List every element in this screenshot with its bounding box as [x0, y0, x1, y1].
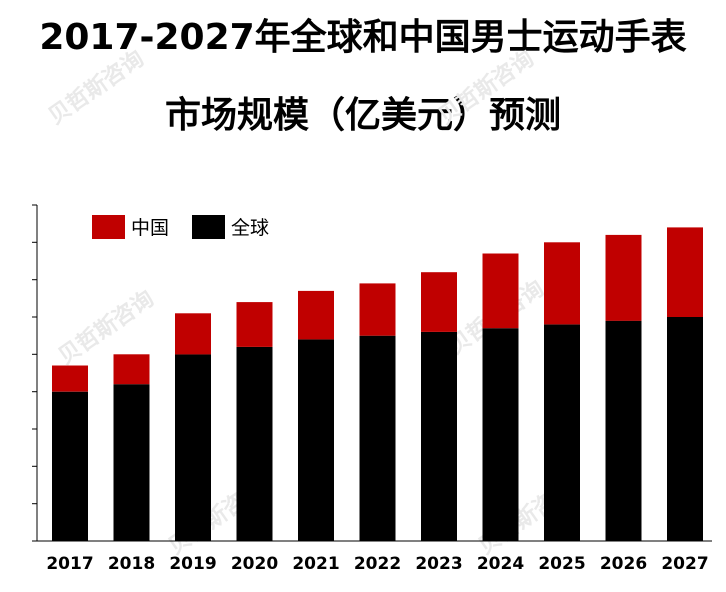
- bar-global-2022: [359, 335, 396, 541]
- x-tick-label-2021: 2021: [292, 554, 339, 574]
- bar-china-2022: [359, 283, 396, 336]
- bar-global-2019: [175, 354, 211, 541]
- x-tick-label-2023: 2023: [415, 554, 462, 574]
- bar-global-2024: [482, 328, 519, 541]
- legend-label-global: 全球: [231, 217, 269, 239]
- bar-global-2027: [667, 317, 703, 541]
- legend-swatch-global: [192, 215, 225, 239]
- bar-china-2026: [605, 234, 642, 321]
- bar-china-2020: [236, 302, 273, 347]
- chart-subtitle: 市场规模（亿美元）预测: [164, 95, 561, 136]
- x-tick-label-2018: 2018: [108, 554, 155, 574]
- bar-china-2018: [113, 354, 150, 385]
- bar-china-2023: [421, 272, 457, 332]
- x-tick-label-2025: 2025: [538, 554, 585, 574]
- bar-china-2017: [52, 365, 88, 392]
- x-tick-label-2026: 2026: [600, 554, 647, 574]
- bar-china-2021: [298, 290, 334, 340]
- bar-china-2025: [544, 242, 580, 325]
- x-tick-label-2022: 2022: [354, 554, 401, 574]
- chart-title: 2017-2027年全球和中国男士运动手表: [39, 17, 687, 58]
- bar-global-2018: [113, 384, 150, 541]
- bar-global-2026: [605, 320, 642, 541]
- bar-global-2017: [52, 391, 88, 541]
- bar-global-2023: [421, 331, 457, 541]
- x-tick-label-2017: 2017: [46, 554, 93, 574]
- bar-china-2024: [482, 253, 519, 329]
- x-tick-label-2027: 2027: [661, 554, 708, 574]
- bar-china-2027: [667, 227, 703, 317]
- bar-china-2019: [175, 313, 211, 355]
- x-tick-label-2024: 2024: [477, 554, 524, 574]
- legend-swatch-china: [92, 215, 125, 239]
- bar-global-2025: [544, 324, 580, 541]
- x-tick-label-2019: 2019: [169, 554, 216, 574]
- bar-global-2020: [236, 346, 273, 541]
- legend-label-china: 中国: [131, 217, 169, 239]
- x-tick-label-2020: 2020: [231, 554, 278, 574]
- bar-global-2021: [298, 339, 334, 541]
